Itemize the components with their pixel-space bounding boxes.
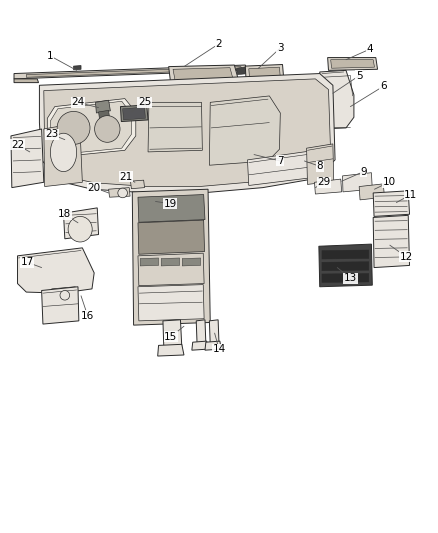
Polygon shape xyxy=(314,179,342,194)
Polygon shape xyxy=(138,195,205,222)
Polygon shape xyxy=(18,248,94,293)
Polygon shape xyxy=(26,67,242,77)
Polygon shape xyxy=(42,287,79,324)
Text: 20: 20 xyxy=(88,183,101,192)
Text: 12: 12 xyxy=(400,252,413,262)
Polygon shape xyxy=(47,99,136,157)
Polygon shape xyxy=(320,70,354,129)
Text: 7: 7 xyxy=(277,156,284,166)
Polygon shape xyxy=(145,192,184,205)
Polygon shape xyxy=(11,129,44,188)
Text: 22: 22 xyxy=(11,140,24,150)
Polygon shape xyxy=(161,258,180,266)
Polygon shape xyxy=(192,341,208,350)
Polygon shape xyxy=(307,144,334,184)
Polygon shape xyxy=(138,220,205,254)
Ellipse shape xyxy=(60,290,70,300)
Polygon shape xyxy=(247,150,318,185)
Text: 16: 16 xyxy=(81,311,94,320)
Polygon shape xyxy=(322,250,369,259)
Polygon shape xyxy=(14,65,247,79)
Text: 8: 8 xyxy=(316,161,323,171)
Text: 1: 1 xyxy=(47,51,54,61)
Polygon shape xyxy=(140,258,159,266)
Polygon shape xyxy=(109,188,130,197)
Polygon shape xyxy=(237,67,249,75)
Polygon shape xyxy=(44,79,331,187)
Ellipse shape xyxy=(57,111,90,144)
Polygon shape xyxy=(138,285,204,321)
Polygon shape xyxy=(319,244,372,287)
Text: 6: 6 xyxy=(380,82,387,91)
Polygon shape xyxy=(138,253,204,286)
Polygon shape xyxy=(131,180,145,189)
Text: 24: 24 xyxy=(71,98,85,107)
Polygon shape xyxy=(322,262,369,271)
Polygon shape xyxy=(148,198,157,203)
Text: 15: 15 xyxy=(164,332,177,342)
Polygon shape xyxy=(331,60,374,68)
Polygon shape xyxy=(373,191,410,216)
Polygon shape xyxy=(173,68,233,81)
Text: 9: 9 xyxy=(360,167,367,176)
Polygon shape xyxy=(132,189,210,325)
Polygon shape xyxy=(205,341,221,350)
Polygon shape xyxy=(322,273,369,282)
Polygon shape xyxy=(44,123,82,187)
Polygon shape xyxy=(64,208,99,239)
Polygon shape xyxy=(95,100,110,113)
Polygon shape xyxy=(39,74,335,193)
Polygon shape xyxy=(163,320,182,348)
Polygon shape xyxy=(158,344,184,356)
Text: 2: 2 xyxy=(215,39,223,49)
Text: 10: 10 xyxy=(382,177,396,187)
Text: 18: 18 xyxy=(58,209,71,219)
Text: 4: 4 xyxy=(367,44,374,54)
Polygon shape xyxy=(170,198,179,203)
Polygon shape xyxy=(196,320,206,345)
Polygon shape xyxy=(159,198,168,203)
Text: 5: 5 xyxy=(356,71,363,80)
Polygon shape xyxy=(74,66,81,70)
Polygon shape xyxy=(245,64,284,82)
Polygon shape xyxy=(169,65,239,84)
Text: 21: 21 xyxy=(120,172,133,182)
Polygon shape xyxy=(52,287,75,300)
Text: 29: 29 xyxy=(318,177,331,187)
Text: 13: 13 xyxy=(344,273,357,283)
Polygon shape xyxy=(359,184,385,200)
Polygon shape xyxy=(249,67,280,79)
Polygon shape xyxy=(148,102,202,152)
Text: 3: 3 xyxy=(277,43,284,53)
Text: 17: 17 xyxy=(21,257,34,267)
Ellipse shape xyxy=(50,133,77,172)
Text: 19: 19 xyxy=(163,199,177,208)
Polygon shape xyxy=(99,110,110,119)
Ellipse shape xyxy=(95,116,120,142)
Ellipse shape xyxy=(118,188,127,198)
Polygon shape xyxy=(343,173,372,192)
Polygon shape xyxy=(209,320,219,345)
Polygon shape xyxy=(120,105,148,122)
Text: 25: 25 xyxy=(138,98,151,107)
Polygon shape xyxy=(209,96,280,165)
Ellipse shape xyxy=(68,216,92,242)
Polygon shape xyxy=(182,258,201,266)
Polygon shape xyxy=(123,107,145,120)
Text: 11: 11 xyxy=(404,190,417,199)
Polygon shape xyxy=(373,215,410,268)
Polygon shape xyxy=(328,58,378,70)
Polygon shape xyxy=(14,79,39,83)
Polygon shape xyxy=(50,101,131,155)
Text: 23: 23 xyxy=(45,130,58,139)
Text: 14: 14 xyxy=(212,344,226,354)
